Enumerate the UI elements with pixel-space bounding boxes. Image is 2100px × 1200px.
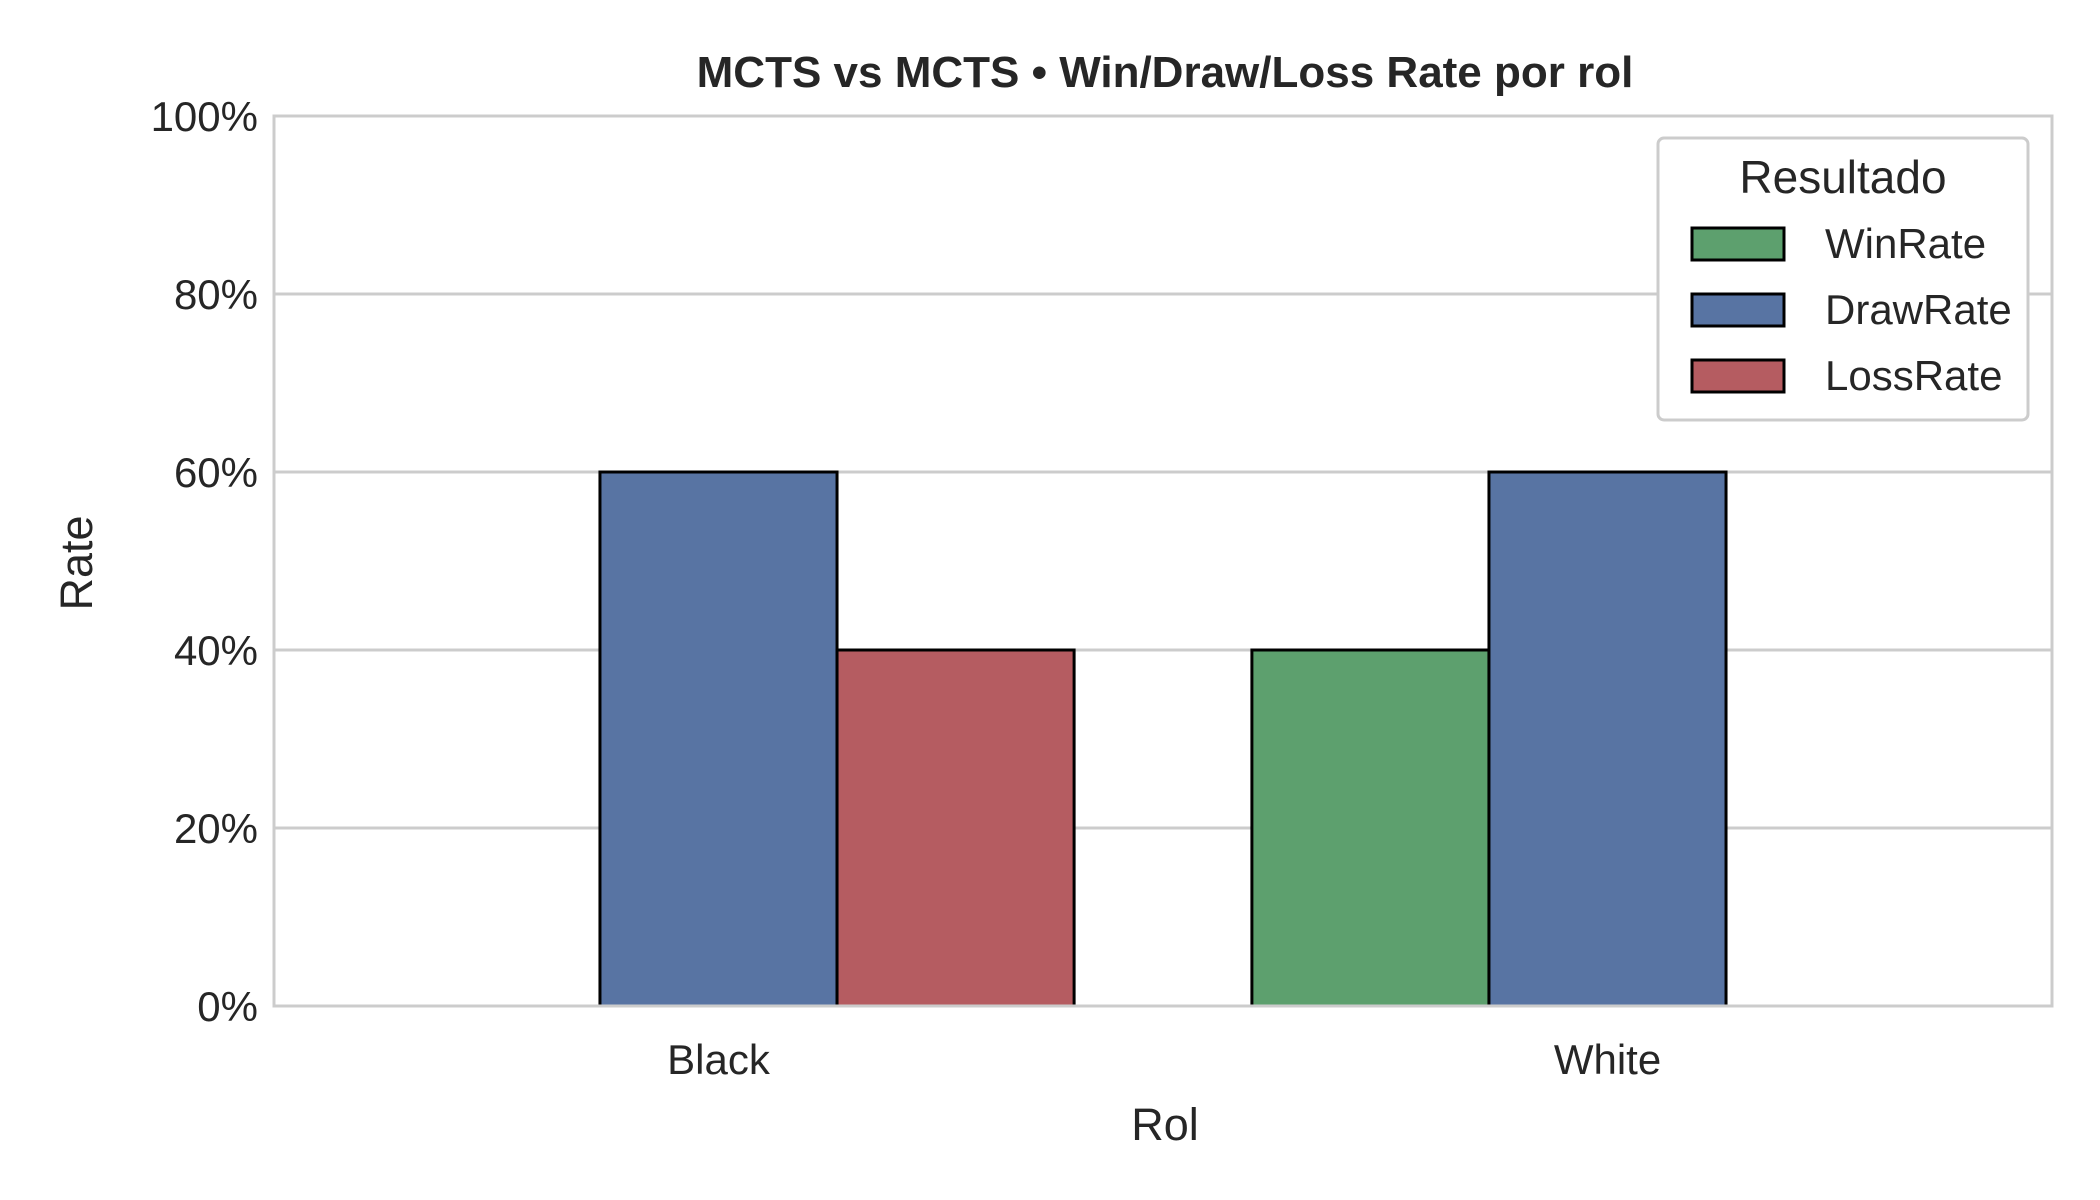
legend-swatch-drawrate [1690, 292, 1786, 328]
y-tick-label: 80% [174, 271, 258, 318]
y-tick-label: 20% [174, 805, 258, 852]
y-tick-label: 100% [151, 93, 258, 140]
legend-label-drawrate: DrawRate [1825, 286, 2012, 333]
y-tick-label: 60% [174, 449, 258, 496]
bar-lossrate-black [835, 648, 1076, 1008]
bar-drawrate-black [598, 470, 839, 1008]
legend: Resultado WinRate DrawRate LossRate [1656, 136, 2030, 422]
y-tick-labels: 0% 20% 40% 60% 80% 100% [151, 93, 258, 1030]
y-axis-label: Rate [51, 515, 102, 610]
legend-box [1656, 136, 2030, 422]
x-tick-labels: Black White [667, 1036, 1661, 1083]
x-tick-label: Black [667, 1036, 771, 1083]
bar-drawrate-white [1487, 470, 1728, 1008]
bar-group [598, 470, 1728, 1008]
legend-title: Resultado [1739, 151, 1946, 203]
y-tick-label: 0% [197, 983, 258, 1030]
legend-label-lossrate: LossRate [1825, 352, 2002, 399]
chart-title: MCTS vs MCTS • Win/Draw/Loss Rate por ro… [697, 48, 1634, 97]
bar-winrate-white [1250, 648, 1491, 1008]
legend-swatch-winrate [1690, 226, 1786, 262]
x-axis-label: Rol [1131, 1099, 1199, 1150]
legend-swatch-lossrate [1690, 358, 1786, 394]
legend-label-winrate: WinRate [1825, 220, 1986, 267]
x-tick-label: White [1554, 1036, 1661, 1083]
plot-frame [272, 114, 2054, 1008]
legend-items: WinRate DrawRate LossRate [1690, 220, 2012, 399]
y-tick-label: 40% [174, 627, 258, 674]
